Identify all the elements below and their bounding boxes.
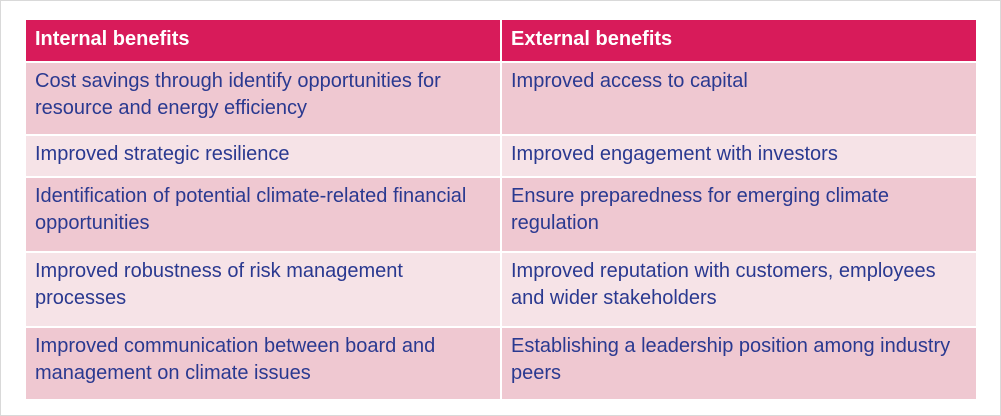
- benefits-table: Internal benefits External benefits Cost…: [24, 18, 978, 401]
- table-cell: Identification of potential climate-rela…: [24, 176, 502, 253]
- table-cell: Establishing a leadership position among…: [500, 326, 978, 401]
- table-row: Identification of potential climate-rela…: [24, 176, 978, 253]
- table-row: Cost savings through identify opportunit…: [24, 61, 978, 136]
- table-row: Improved robustness of risk management p…: [24, 251, 978, 328]
- table-cell: Improved access to capital: [500, 61, 978, 136]
- table-cell: Improved communication between board and…: [24, 326, 502, 401]
- table-row: Improved strategic resilience Improved en…: [24, 134, 978, 178]
- table-cell: Improved robustness of risk management p…: [24, 251, 502, 328]
- table-cell: Cost savings through identify opportunit…: [24, 61, 502, 136]
- table-row: Improved communication between board and…: [24, 326, 978, 401]
- header-cell: External benefits: [500, 18, 978, 63]
- table-cell: Ensure preparedness for emerging climate…: [500, 176, 978, 253]
- table-cell: Improved reputation with customers, empl…: [500, 251, 978, 328]
- header-cell: Internal benefits: [24, 18, 502, 63]
- table-cell: Improved strategic resilience: [24, 134, 502, 178]
- table-cell: Improved engagement with investors: [500, 134, 978, 178]
- header-row: Internal benefits External benefits: [24, 18, 978, 63]
